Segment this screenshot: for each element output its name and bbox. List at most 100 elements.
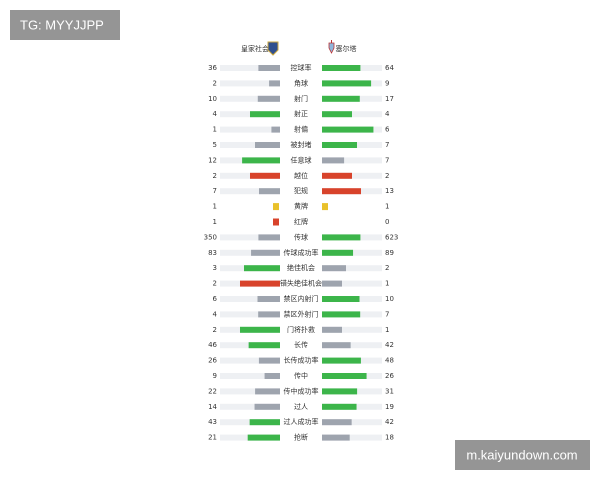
away-value: 42 [385, 418, 394, 426]
home-value: 2 [213, 172, 217, 180]
stat-label: 传球 [294, 232, 308, 241]
home-marker [273, 203, 279, 211]
away-value: 18 [385, 434, 394, 442]
away-bar [322, 388, 358, 395]
home-track [220, 234, 280, 241]
home-value: 7 [213, 187, 217, 195]
away-value: 7 [385, 156, 389, 164]
home-value: 43 [208, 418, 217, 426]
away-bar [322, 296, 360, 302]
home-bar [259, 188, 280, 195]
away-bar [322, 157, 345, 164]
away-value: 2 [385, 172, 389, 180]
stat-label: 犯规 [294, 186, 308, 195]
home-bar [264, 373, 280, 379]
site-box [455, 440, 590, 470]
away-track [322, 434, 382, 441]
away-bar [322, 80, 372, 87]
home-value: 2 [213, 280, 217, 288]
home-value: 2 [213, 326, 217, 334]
home-marker [273, 218, 279, 226]
home-bar [247, 434, 280, 441]
away-value: 89 [385, 249, 394, 257]
home-value: 1 [213, 218, 217, 226]
home-bar [258, 65, 280, 71]
home-logo [267, 41, 279, 56]
away-bar [322, 265, 346, 272]
home-bar [240, 326, 280, 333]
home-value: 1 [213, 126, 217, 134]
home-bar [255, 142, 280, 148]
home-value: 10 [208, 95, 217, 103]
away-track [322, 326, 382, 333]
away-bar [322, 95, 360, 102]
stats-list: 36 控球率 642 角球 910 射门 174 射正 41 射偏 65 被封堵 712 任意球 72 越位 2… [204, 63, 399, 442]
home-bar [269, 80, 280, 87]
home-track [220, 249, 280, 256]
away-bar [322, 234, 361, 241]
away-track [322, 280, 382, 287]
home-value: 26 [208, 357, 217, 365]
away-value: 13 [385, 187, 394, 195]
home-track [220, 188, 280, 195]
stat-label: 传中 [294, 371, 308, 380]
home-value: 36 [208, 64, 217, 72]
away-value: 9 [385, 79, 389, 87]
away-value: 31 [385, 387, 394, 395]
away-value: 19 [385, 403, 394, 411]
home-bar [251, 249, 280, 256]
home-bar [258, 357, 280, 364]
stat-label: 控球率 [291, 63, 312, 72]
away-value: 0 [385, 218, 389, 226]
home-track [220, 296, 280, 302]
away-track [322, 419, 382, 426]
away-bar [322, 172, 352, 179]
away-bar [322, 188, 361, 195]
stat-label: 过人 [294, 402, 308, 411]
away-value: 42 [385, 341, 394, 349]
home-bar [258, 234, 280, 241]
away-bar [322, 326, 342, 333]
home-bar [257, 296, 280, 302]
home-bar [242, 157, 280, 164]
stat-label: 越位 [294, 171, 308, 180]
stat-label: 红牌 [294, 217, 308, 226]
home-value: 350 [204, 233, 217, 241]
away-bar [322, 419, 352, 426]
away-value: 1 [385, 280, 389, 288]
home-bar [258, 311, 280, 318]
away-bar [322, 373, 367, 379]
stat-label: 任意球 [291, 155, 312, 164]
home-value: 6 [213, 295, 218, 303]
away-marker [322, 203, 328, 211]
home-bar [244, 265, 280, 272]
away-track [322, 265, 382, 272]
away-bar [322, 342, 351, 349]
stat-label: 传中成功率 [284, 386, 319, 395]
home-value: 3 [213, 264, 217, 272]
home-bar [254, 403, 280, 410]
away-bar [322, 111, 352, 118]
stat-label: 射偏 [294, 125, 308, 134]
home-track [220, 65, 280, 71]
home-bar [255, 388, 280, 395]
home-value: 22 [208, 387, 217, 395]
home-bar [250, 111, 280, 118]
home-track [220, 373, 280, 379]
away-bar [322, 126, 374, 133]
home-value: 12 [208, 156, 217, 164]
home-track [220, 126, 280, 133]
away-value: 26 [385, 372, 394, 380]
home-value: 21 [208, 434, 217, 442]
away-value: 64 [385, 64, 394, 72]
home-value: 4 [213, 310, 218, 318]
stat-label: 错失绝佳机会 [280, 279, 322, 288]
away-value: 6 [385, 126, 390, 134]
home-track [220, 403, 280, 410]
home-value: 1 [213, 203, 217, 211]
home-bar [249, 419, 280, 426]
home-track [220, 142, 280, 148]
home-value: 4 [213, 110, 218, 118]
away-value: 1 [385, 326, 389, 334]
